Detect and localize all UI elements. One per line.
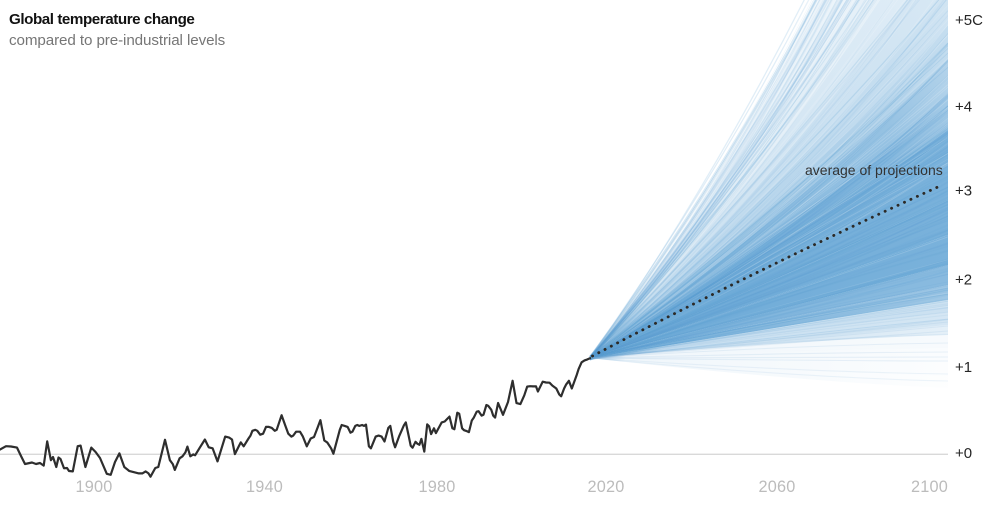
svg-text:1980: 1980 — [418, 478, 455, 496]
svg-text:+5C: +5C — [955, 12, 983, 29]
svg-text:average of projections: average of projections — [805, 162, 943, 178]
svg-text:compared to pre-industrial lev: compared to pre-industrial levels — [9, 32, 226, 49]
svg-text:+4: +4 — [955, 99, 972, 116]
svg-text:2100: 2100 — [911, 478, 948, 496]
svg-text:2060: 2060 — [758, 478, 795, 496]
svg-text:+1: +1 — [955, 359, 972, 376]
svg-text:Global temperature change: Global temperature change — [9, 11, 194, 28]
svg-text:+2: +2 — [955, 272, 972, 289]
svg-text:2020: 2020 — [587, 478, 624, 496]
svg-text:+3: +3 — [955, 183, 972, 200]
svg-text:1940: 1940 — [246, 478, 283, 496]
svg-text:+0: +0 — [955, 445, 972, 462]
svg-text:1900: 1900 — [75, 478, 112, 496]
